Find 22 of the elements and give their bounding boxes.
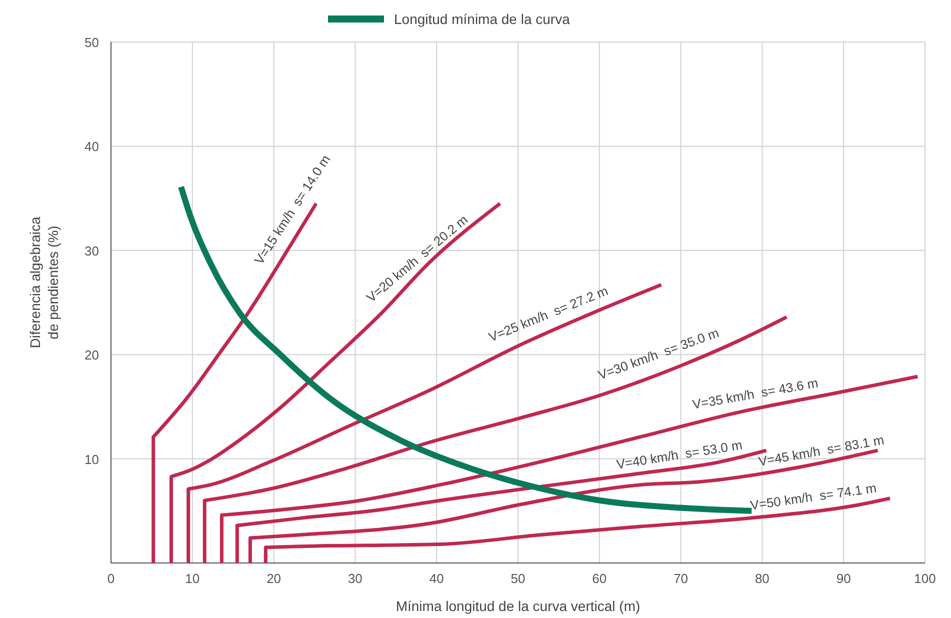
x-tick-label: 100 (914, 571, 936, 586)
x-tick-label: 20 (266, 571, 282, 586)
x-axis-title: Mínima longitud de la curva vertical (m) (396, 598, 640, 614)
x-tick-label: 50 (510, 571, 526, 586)
y-axis-title: Diferencia algebraica de pendientes (%) (27, 216, 61, 348)
text: V=50 km/h s= 74.1 m (749, 480, 878, 513)
x-tick-label: 10 (185, 571, 200, 586)
text: V=45 km/h s= 83.1 m (757, 432, 886, 469)
y-tick-label: 10 (84, 452, 99, 467)
text: V=40 km/h s= 53.0 m (615, 437, 744, 472)
x-tick-label: 80 (754, 571, 770, 586)
y-tick-label: 20 (84, 348, 99, 363)
x-tick-label: 70 (674, 571, 688, 586)
y-tick-label: 30 (84, 243, 99, 258)
x-tick-label: 90 (836, 571, 851, 586)
x-tick-label: 40 (429, 571, 444, 586)
y-tick-label: 50 (84, 35, 99, 50)
x-tick-label: 60 (592, 571, 607, 586)
legend-label: Longitud mínima de la curva (394, 11, 570, 27)
x-tick-label: 0 (107, 571, 115, 586)
y-tick-label: 40 (84, 139, 99, 154)
x-tick-label: 30 (348, 571, 362, 586)
